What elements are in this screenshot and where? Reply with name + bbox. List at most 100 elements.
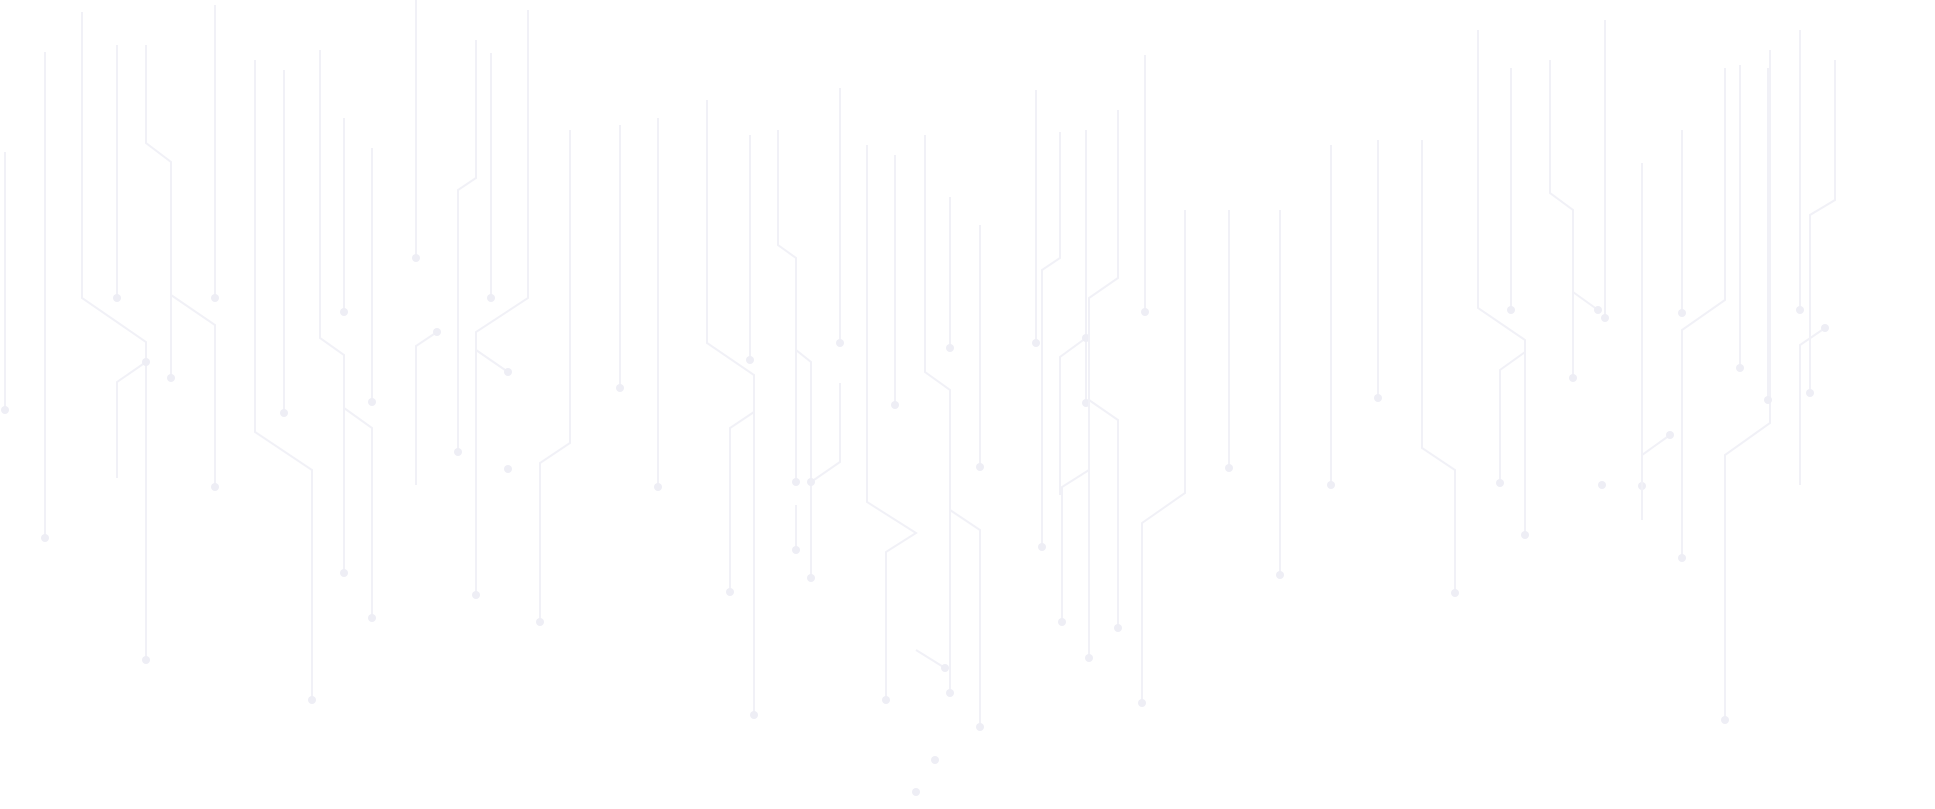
circuit-trace	[1041, 132, 1061, 547]
circuit-trace	[795, 349, 812, 578]
circuit-node	[750, 711, 758, 719]
circuit-node	[142, 358, 150, 366]
circuit-node	[1, 406, 9, 414]
circuit-node	[1276, 571, 1284, 579]
circuit-node	[891, 401, 899, 409]
circuit-node	[1451, 589, 1459, 597]
circuit-node	[41, 534, 49, 542]
circuit-node	[1594, 306, 1602, 314]
circuit-node	[1764, 396, 1772, 404]
circuit-trace	[415, 331, 438, 485]
circuit-node	[792, 478, 800, 486]
circuit-trace	[1681, 68, 1726, 558]
circuit-node	[912, 788, 920, 796]
circuit-node	[412, 254, 420, 262]
circuit-trace	[777, 130, 797, 482]
circuit-trace	[475, 349, 509, 373]
circuit-trace	[924, 135, 951, 693]
circuit-node	[211, 483, 219, 491]
circuit-node	[504, 465, 512, 473]
circuit-node	[1806, 389, 1814, 397]
circuit-node	[836, 339, 844, 347]
circuit-trace	[949, 509, 981, 727]
circuit-trace	[1799, 327, 1826, 485]
circuit-node	[504, 368, 512, 376]
circuit-node	[1058, 618, 1066, 626]
circuit-node	[976, 463, 984, 471]
circuit-node	[807, 574, 815, 582]
circuit-trace	[729, 411, 755, 592]
circuit-trace	[810, 383, 841, 483]
circuit-trace	[706, 100, 755, 715]
circuit-node	[1678, 309, 1686, 317]
circuit-node	[1085, 654, 1093, 662]
circuit-trace	[915, 649, 946, 669]
circuit-trace	[1059, 336, 1087, 495]
circuit-node	[1032, 339, 1040, 347]
circuit-node	[654, 483, 662, 491]
circuit-trace	[1549, 60, 1574, 378]
circuit-node	[1327, 481, 1335, 489]
circuit-node	[280, 409, 288, 417]
circuit-node	[340, 308, 348, 316]
circuit-node	[946, 344, 954, 352]
circuit-trace	[116, 361, 147, 478]
circuit-trace	[1061, 469, 1090, 622]
circuit-trace	[475, 10, 529, 595]
circuit-node	[142, 656, 150, 664]
circuit-node	[792, 546, 800, 554]
circuit-node	[1666, 431, 1674, 439]
circuit-node	[433, 328, 441, 336]
circuit-trace	[1724, 50, 1771, 720]
circuit-node	[941, 664, 949, 672]
circuit-node	[1796, 306, 1804, 314]
circuit-node	[1601, 314, 1609, 322]
circuit-node	[454, 448, 462, 456]
circuit-node	[1141, 308, 1149, 316]
circuit-node	[616, 384, 624, 392]
circuit-node	[1114, 624, 1122, 632]
circuit-trace	[1141, 210, 1186, 703]
circuit-trace	[866, 145, 918, 700]
circuit-trace	[254, 60, 313, 700]
circuit-trace	[343, 407, 373, 618]
circuit-node	[1225, 464, 1233, 472]
circuit-node	[167, 374, 175, 382]
circuit-node	[211, 294, 219, 302]
circuit-node	[113, 294, 121, 302]
circuit-trace	[1421, 140, 1456, 593]
circuit-node	[1678, 554, 1686, 562]
circuit-node	[1038, 543, 1046, 551]
circuit-node	[1507, 306, 1515, 314]
circuit-node	[1598, 481, 1606, 489]
circuit-node	[726, 588, 734, 596]
circuit-node	[882, 696, 890, 704]
circuit-trace	[539, 130, 571, 622]
circuit-node	[308, 696, 316, 704]
circuit-node	[976, 723, 984, 731]
circuit-node	[746, 356, 754, 364]
circuit-node	[1736, 364, 1744, 372]
circuit-node	[807, 478, 815, 486]
circuit-node	[946, 689, 954, 697]
circuit-trace	[1088, 110, 1119, 658]
circuit-trace	[1477, 30, 1526, 535]
circuit-node	[931, 756, 939, 764]
circuit-node	[1521, 531, 1529, 539]
circuit-node	[472, 591, 480, 599]
circuit-node	[340, 569, 348, 577]
circuit-trace	[1809, 60, 1836, 393]
circuit-node	[368, 398, 376, 406]
circuit-node	[536, 618, 544, 626]
circuit-trace	[1641, 434, 1671, 520]
circuit-node	[368, 614, 376, 622]
circuit-trace	[1088, 399, 1119, 628]
circuit-node	[487, 294, 495, 302]
circuit-trace	[1499, 351, 1526, 483]
circuit-trace	[81, 12, 147, 660]
circuit-node	[1721, 716, 1729, 724]
circuit-node	[1569, 374, 1577, 382]
circuit-node	[1821, 324, 1829, 332]
circuit-trace	[1572, 291, 1599, 311]
